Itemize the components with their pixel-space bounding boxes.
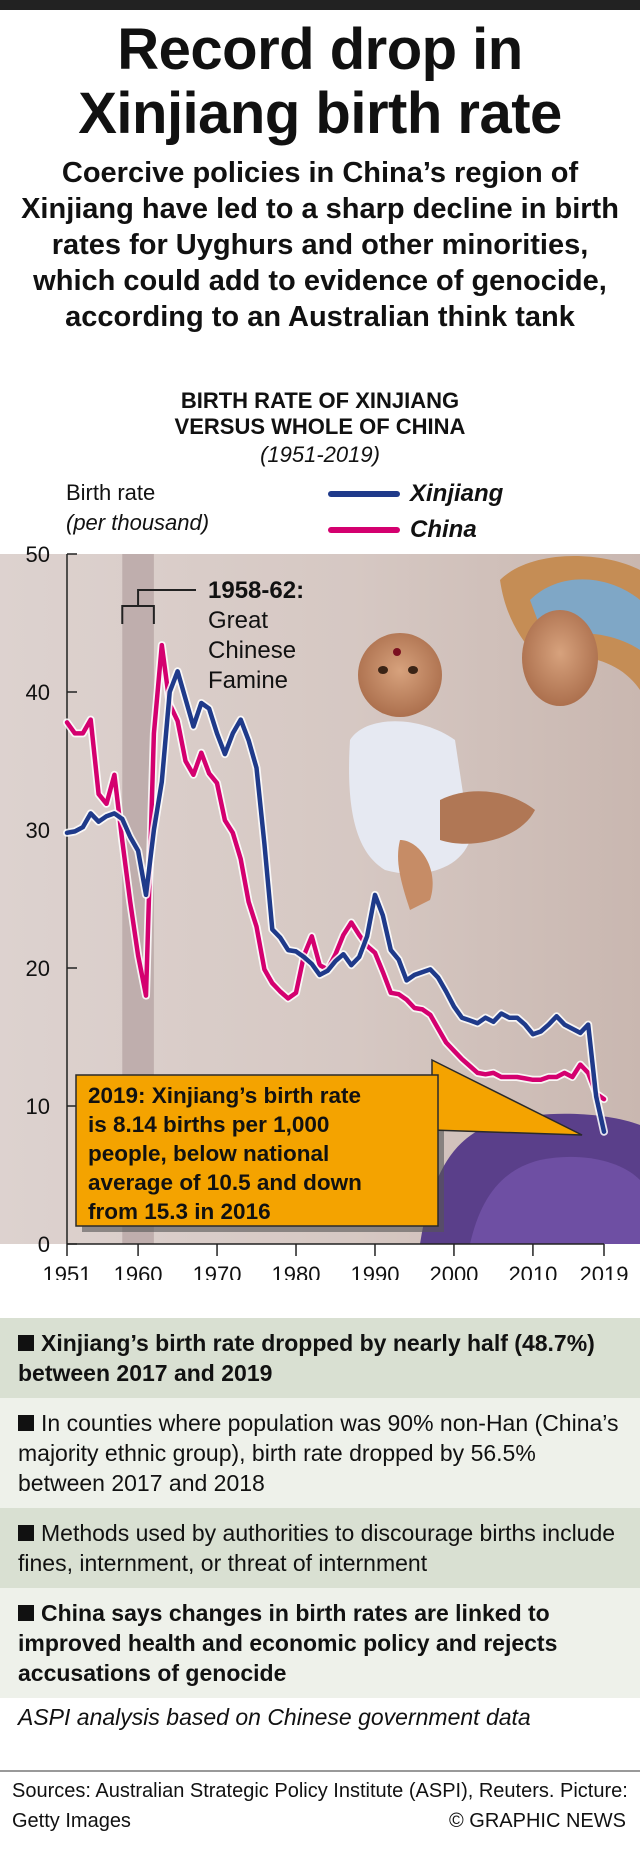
fact-text-3: Methods used by authorities to discourag… [18, 1520, 616, 1576]
y-tick-label: 0 [38, 1232, 50, 1257]
sources-text: Sources: Australian Strategic Policy Ins… [12, 1780, 628, 1832]
x-tick-label: 2000 [429, 1262, 478, 1280]
famine-label-line-2: Great [208, 607, 268, 634]
x-tick-label: 1951 [43, 1262, 92, 1280]
legend-label-china: China [410, 516, 477, 543]
page-subtitle: Coercive policies in China’s region of X… [21, 157, 619, 333]
fact-item-1: Xinjiang’s birth rate dropped by nearly … [0, 1318, 640, 1398]
x-tick-label: 2010 [508, 1262, 557, 1280]
y-axis-title: Birth rate [66, 480, 156, 505]
x-tick-label: 1960 [114, 1262, 163, 1280]
legend-swatch-xinjiang [328, 491, 400, 497]
fact-text-4: China says changes in birth rates are li… [18, 1600, 558, 1686]
series-line-china [64, 642, 607, 1102]
famine-annotation: 1958-62: Great Chinese Famine [121, 577, 304, 694]
famine-label-line-3: Chinese [208, 637, 296, 664]
y-tick-label: 40 [26, 680, 50, 705]
famine-bracket [121, 589, 196, 624]
page-title: Record drop in Xinjiang birth rate [0, 18, 640, 146]
chart-title: BIRTH RATE OF XINJIANG VERSUS WHOLE OF C… [0, 388, 640, 440]
fact-list: Xinjiang’s birth rate dropped by nearly … [0, 1318, 640, 1698]
y-tick-label: 50 [26, 542, 50, 567]
legend-item-xinjiang: Xinjiang [328, 476, 503, 512]
birth-rate-chart: 0 10 20 30 40 50 1951 1960 1970 1980 1990 2000 2010 2… [0, 542, 640, 1280]
bullet-square-icon [18, 1335, 34, 1351]
y-tick-label: 30 [26, 818, 50, 843]
y-tick-label: 10 [26, 1094, 50, 1119]
fact-text-1: Xinjiang’s birth rate dropped by nearly … [18, 1330, 595, 1386]
data-note: ASPI analysis based on Chinese governmen… [18, 1704, 531, 1730]
callout-box: 2019: Xinjiang’s birth rate is 8.14 birth… [75, 1058, 583, 1232]
callout-box-bg [75, 1074, 439, 1227]
fact-item-3: Methods used by authorities to discourag… [0, 1508, 640, 1588]
series-line-xinjiang [64, 669, 607, 1134]
photo-mother-and-child [349, 556, 640, 1244]
bullet-square-icon [18, 1415, 34, 1431]
callout-line-2: is 8.14 births per 1,000 [88, 1112, 329, 1137]
title-line-2: Xinjiang birth rate [78, 81, 562, 146]
y-axis-label: Birth rate (per thousand) [66, 478, 209, 538]
title-line-1: Record drop in [117, 17, 523, 82]
legend-label-xinjiang: Xinjiang [410, 480, 504, 507]
top-bar [0, 0, 640, 10]
chart-title-line-2: VERSUS WHOLE OF CHINA [174, 414, 466, 439]
chart-legend: Xinjiang China [328, 476, 503, 548]
famine-label-line-4: Famine [208, 667, 288, 694]
famine-label-line-1: 1958-62: [208, 577, 304, 604]
fact-item-2: In counties where population was 90% non… [0, 1398, 640, 1508]
y-tick-label: 20 [26, 956, 50, 981]
fact-item-4: China says changes in birth rates are li… [0, 1588, 640, 1698]
chart-title-line-1: BIRTH RATE OF XINJIANG [180, 388, 460, 413]
callout-line-5: from 15.3 in 2016 [88, 1199, 271, 1224]
x-tick-label: 1980 [272, 1262, 321, 1280]
callout-line-3: people, below national [88, 1141, 329, 1166]
legend-swatch-china [328, 527, 400, 533]
x-tick-label: 1970 [193, 1262, 242, 1280]
x-tick-label: 1990 [351, 1262, 400, 1280]
bullet-square-icon [18, 1605, 34, 1621]
callout-line-1: 2019: Xinjiang’s birth rate [88, 1083, 361, 1108]
graphic-news-credit: © GRAPHIC NEWS [449, 1810, 626, 1832]
callout-line-4: average of 10.5 and down [88, 1170, 362, 1195]
bullet-square-icon [18, 1525, 34, 1541]
chart-lines [63, 641, 608, 1136]
legend-item-china: China [328, 512, 503, 548]
chart-axes: 0 10 20 30 40 50 1951 1960 1970 1980 1990 2000 2010 2… [26, 542, 629, 1280]
fact-text-2: In counties where population was 90% non… [18, 1410, 619, 1496]
y-axis-unit: (per thousand) [66, 510, 210, 535]
chart-years: (1951-2019) [260, 442, 380, 467]
divider [0, 1770, 640, 1772]
x-tick-label: 2019 [580, 1262, 629, 1280]
